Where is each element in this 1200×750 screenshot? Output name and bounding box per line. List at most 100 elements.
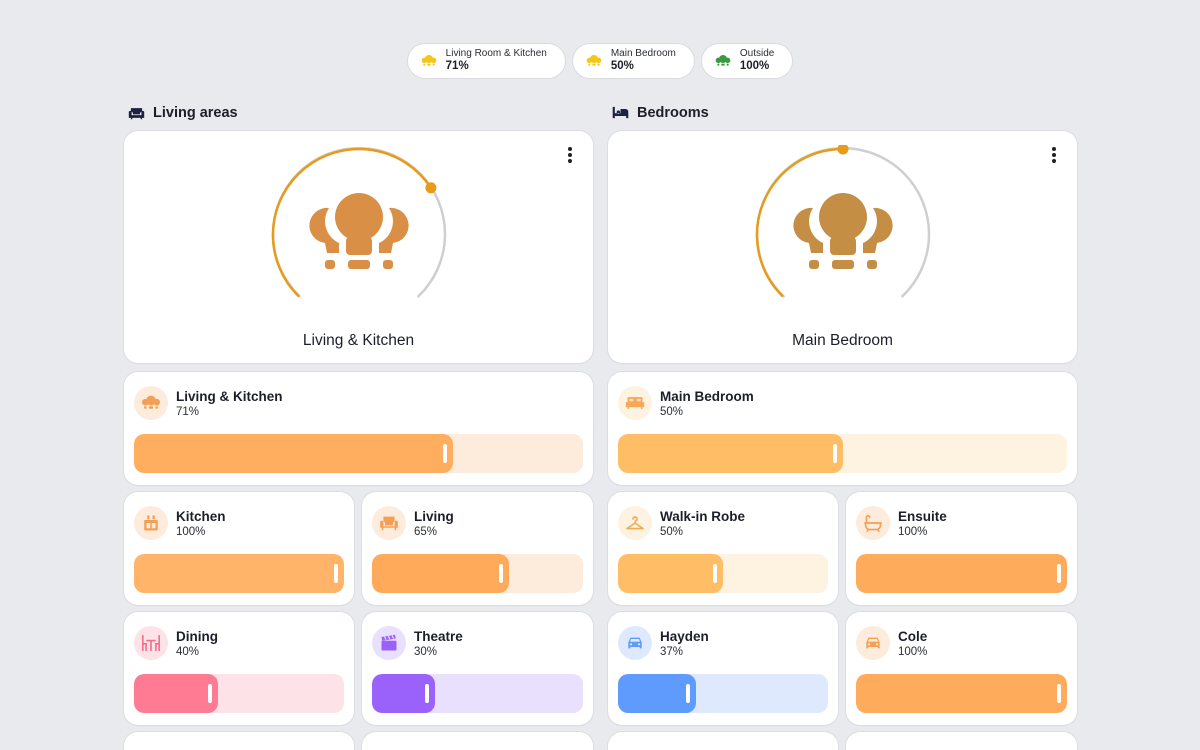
tile-value: 50% <box>660 526 684 538</box>
slider-fill <box>134 434 453 473</box>
sofa-icon <box>128 104 145 121</box>
tile-value: 65% <box>414 526 438 538</box>
slider-handle[interactable] <box>334 564 338 583</box>
dial-knob[interactable] <box>837 145 848 155</box>
brightness-slider[interactable] <box>134 434 583 473</box>
tile-title: Walk-in Robe <box>660 509 746 524</box>
car-icon <box>618 626 652 660</box>
brightness-slider[interactable] <box>856 554 1067 593</box>
lights-icon <box>308 193 409 269</box>
tile-living[interactable]: Living 65% <box>362 492 593 605</box>
slider-fill <box>372 674 435 713</box>
slider-handle[interactable] <box>208 684 212 703</box>
lights-icon <box>792 193 893 269</box>
slider-handle[interactable] <box>425 684 429 703</box>
section-title-text: Bedrooms <box>637 104 709 121</box>
brightness-slider[interactable] <box>372 554 583 593</box>
tile-value: 71% <box>176 406 200 418</box>
section-title-living-areas: Living areas <box>128 104 238 121</box>
car-icon <box>856 626 890 660</box>
more-options-icon[interactable] <box>565 145 575 165</box>
slider-fill <box>856 674 1067 713</box>
dial-level-arc <box>755 147 844 298</box>
chip-living-room-kitchen[interactable]: Living Room & Kitchen 71% <box>407 44 565 78</box>
tile-value: 30% <box>414 646 438 658</box>
tile-title: Hayden <box>660 629 709 644</box>
tile-partial[interactable] <box>124 732 354 750</box>
tile-ensuite[interactable]: Ensuite 100% <box>846 492 1077 605</box>
bed-icon <box>618 386 652 420</box>
brightness-dial[interactable] <box>264 145 454 315</box>
hero-title: Main Bedroom <box>792 332 893 349</box>
slider-handle[interactable] <box>713 564 717 583</box>
tile-title: Dining <box>176 629 218 644</box>
tile-walk-in-robe[interactable]: Walk-in Robe 50% <box>608 492 838 605</box>
tile-title: Main Bedroom <box>660 389 754 404</box>
tile-title: Cole <box>898 629 928 644</box>
slider-handle[interactable] <box>443 444 447 463</box>
bathtub-icon <box>856 506 890 540</box>
chip-value: 50% <box>610 60 634 73</box>
tile-value: 100% <box>898 526 928 538</box>
brightness-slider[interactable] <box>134 674 344 713</box>
tile-partial[interactable] <box>362 732 593 750</box>
tile-theatre[interactable]: Theatre 30% <box>362 612 593 725</box>
lights-icon <box>585 52 603 70</box>
tile-value: 100% <box>898 646 928 658</box>
brightness-slider[interactable] <box>134 554 344 593</box>
chip-label: Outside <box>739 48 775 60</box>
dial-level-arc <box>271 147 432 298</box>
status-chips: Living Room & Kitchen 71% Main Bedroom 50%… <box>0 44 1200 78</box>
tile-hayden[interactable]: Hayden 37% <box>608 612 838 725</box>
more-options-icon[interactable] <box>1049 145 1059 165</box>
brightness-slider[interactable] <box>618 554 828 593</box>
bed-icon <box>612 104 629 121</box>
armchair-icon <box>372 506 406 540</box>
chip-main-bedroom[interactable]: Main Bedroom 50% <box>572 44 694 78</box>
lights-icon <box>420 52 438 70</box>
slider-fill <box>618 674 696 713</box>
tile-title: Living <box>414 509 454 524</box>
tile-dining[interactable]: Dining 40% <box>124 612 354 725</box>
chip-value: 71% <box>445 60 469 73</box>
tile-partial[interactable] <box>846 732 1077 750</box>
tile-value: 40% <box>176 646 200 658</box>
brightness-dial[interactable] <box>748 145 938 315</box>
tile-partial[interactable] <box>608 732 838 750</box>
slider-handle[interactable] <box>686 684 690 703</box>
chip-outside[interactable]: Outside 100% <box>701 44 793 78</box>
brightness-slider[interactable] <box>618 434 1067 473</box>
stove-icon <box>134 506 168 540</box>
hero-card-main-bedroom[interactable]: Main Bedroom <box>608 131 1077 363</box>
tile-title: Living & Kitchen <box>176 389 283 404</box>
brightness-slider[interactable] <box>372 674 583 713</box>
slider-handle[interactable] <box>1057 564 1061 583</box>
section-title-text: Living areas <box>153 104 238 121</box>
brightness-slider[interactable] <box>618 674 828 713</box>
slider-fill <box>134 554 344 593</box>
slider-fill <box>856 554 1067 593</box>
hero-title: Living & Kitchen <box>302 332 415 349</box>
tile-title: Theatre <box>414 629 463 644</box>
dining-table-icon <box>134 626 168 660</box>
clapperboard-icon <box>372 626 406 660</box>
tile-cole[interactable]: Cole 100% <box>846 612 1077 725</box>
tile-value: 50% <box>660 406 684 418</box>
section-title-bedrooms: Bedrooms <box>612 104 709 121</box>
hero-card-living-kitchen[interactable]: Living & Kitchen <box>124 131 593 363</box>
brightness-slider[interactable] <box>856 674 1067 713</box>
slider-handle[interactable] <box>499 564 503 583</box>
slider-fill <box>618 554 723 593</box>
tile-kitchen[interactable]: Kitchen 100% <box>124 492 354 605</box>
slider-fill <box>372 554 509 593</box>
lights-icon <box>714 52 732 70</box>
tile-title: Kitchen <box>176 509 226 524</box>
slider-handle[interactable] <box>833 444 837 463</box>
tile-living-kitchen[interactable]: Living & Kitchen 71% <box>124 372 593 485</box>
tile-value: 37% <box>660 646 684 658</box>
slider-handle[interactable] <box>1057 684 1061 703</box>
tile-main-bedroom[interactable]: Main Bedroom 50% <box>608 372 1077 485</box>
chip-label: Main Bedroom <box>610 48 676 60</box>
slider-fill <box>618 434 843 473</box>
dial-knob[interactable] <box>424 182 436 194</box>
